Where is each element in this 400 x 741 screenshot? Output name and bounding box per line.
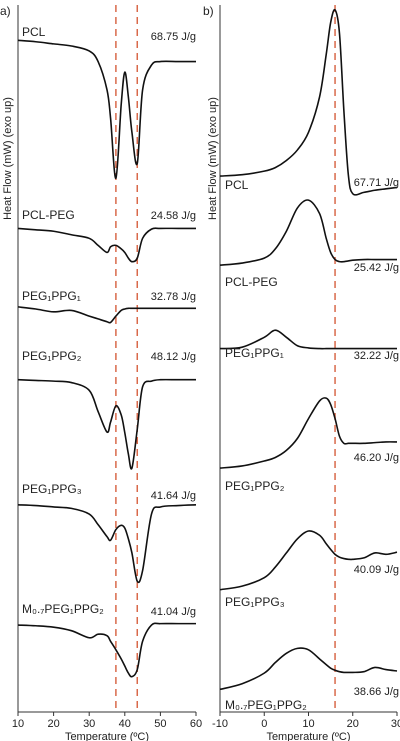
series-label: M₀.₇PEG₁PPG₂ <box>225 698 307 712</box>
x-tick-label: 30 <box>83 718 95 730</box>
x-tick-label: 20 <box>47 718 59 730</box>
x-tick-label: 30 <box>391 718 400 730</box>
curve <box>17 504 197 584</box>
enthalpy-label: 38.66 J/g <box>354 686 399 698</box>
x-tick-label: 50 <box>154 718 166 730</box>
series-label: M₀.₇PEG₁PPG₂ <box>22 602 104 616</box>
enthalpy-label: 32.22 J/g <box>354 350 399 362</box>
curve <box>219 397 398 469</box>
series-label: PCL <box>22 25 46 39</box>
series-label: PEG₁PPG₂ <box>22 349 82 363</box>
panel-label: a) <box>0 4 11 18</box>
x-tick-label: 20 <box>347 718 359 730</box>
enthalpy-label: 46.20 J/g <box>354 452 399 464</box>
curve <box>219 329 397 350</box>
x-tick-label: 40 <box>119 718 131 730</box>
curve <box>17 306 196 324</box>
curve <box>219 199 397 266</box>
enthalpy-label: 48.12 J/g <box>151 351 196 363</box>
curve <box>17 622 196 678</box>
curve <box>219 530 398 591</box>
series-label: PEG₁PPG₃ <box>225 595 285 609</box>
series-label: PEG₁PPG₃ <box>22 482 82 496</box>
curve <box>17 39 196 180</box>
y-axis-label: Heat Flow (mW) (exo up) <box>207 97 219 220</box>
enthalpy-label: 24.58 J/g <box>151 210 196 222</box>
series-label: PEG₁PPG₁ <box>225 346 284 360</box>
panel-label: b) <box>203 4 214 18</box>
x-tick-label: 60 <box>190 718 202 730</box>
curve <box>17 378 196 470</box>
curve <box>17 227 196 263</box>
enthalpy-label: 25.42 J/g <box>354 262 399 274</box>
curve <box>219 647 398 691</box>
x-tick-label: 0 <box>261 718 267 730</box>
enthalpy-label: 40.09 J/g <box>354 564 399 576</box>
enthalpy-label: 41.04 J/g <box>151 606 196 618</box>
series-label: PCL <box>225 178 249 192</box>
x-tick-label: 10 <box>12 718 24 730</box>
x-tick-label: -10 <box>212 718 228 730</box>
curve <box>219 8 398 196</box>
enthalpy-label: 32.78 J/g <box>151 291 196 303</box>
series-label: PCL-PEG <box>225 275 278 289</box>
enthalpy-label: 41.64 J/g <box>151 490 196 502</box>
enthalpy-label: 68.75 J/g <box>151 31 196 43</box>
x-axis-label: Temperature (ºC) <box>266 731 350 741</box>
series-label: PEG₁PPG₂ <box>225 479 285 493</box>
x-axis-label: Temperature (ºC) <box>65 731 149 741</box>
enthalpy-label: 67.71 J/g <box>354 177 399 189</box>
y-axis-label: Heat Flow (mW) (exo up) <box>2 97 14 220</box>
series-label: PEG₁PPG₁ <box>22 289 81 303</box>
series-label: PCL-PEG <box>22 208 75 222</box>
x-tick-label: 10 <box>302 718 314 730</box>
